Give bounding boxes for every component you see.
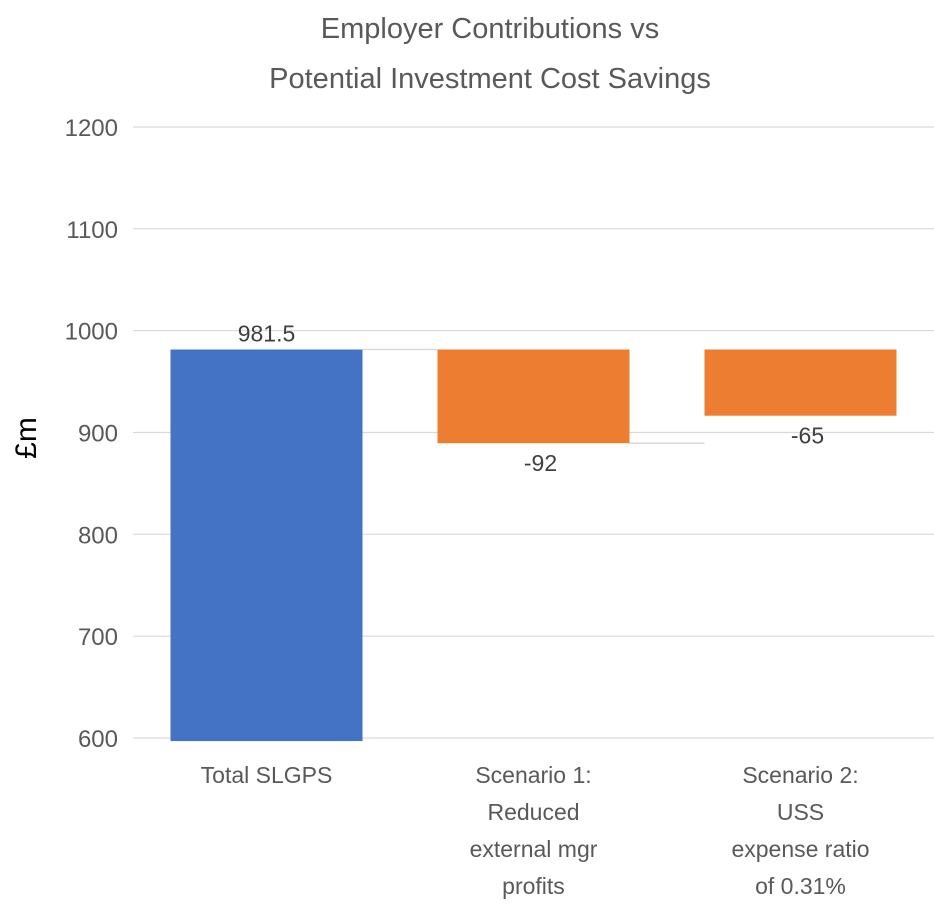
x-category-line: profits (502, 873, 565, 899)
x-category-line: Scenario 1: (475, 762, 591, 788)
data-labels: 981.5 -92 -65 (238, 321, 824, 477)
y-tick-label: 1200 (65, 115, 118, 142)
chart-title-line: Potential Investment Cost Savings (269, 63, 711, 95)
data-label: -92 (524, 450, 557, 476)
x-category-line: expense ratio (731, 836, 869, 862)
data-label: 981.5 (238, 321, 296, 347)
bars (170, 348, 897, 742)
x-category-line: Reduced (487, 799, 579, 825)
x-category-line: of 0.31% (755, 873, 846, 899)
y-tick-label: 700 (78, 624, 118, 651)
x-category-label: Total SLGPS (201, 762, 333, 788)
x-category-label: Scenario 1: Reduced external mgr profits (470, 762, 598, 899)
y-tick-label: 800 (78, 522, 118, 549)
bar (704, 349, 897, 416)
y-axis-label: £m (10, 417, 43, 459)
x-category-line: Scenario 2: (742, 762, 858, 788)
bar (437, 349, 630, 444)
y-tick-label: 900 (78, 421, 118, 448)
x-category-line: Total SLGPS (201, 762, 333, 788)
x-category-line: external mgr (470, 836, 598, 862)
y-tick-label: 600 (78, 726, 118, 753)
data-label: -65 (791, 423, 824, 449)
y-tick-label: 1100 (66, 217, 118, 244)
bar (170, 349, 363, 742)
x-axis-categories: Total SLGPS Scenario 1: Reduced external mg… (201, 762, 870, 899)
y-axis-ticks: 600 700 800 900 1000 1100 1200 (65, 115, 118, 753)
x-category-line: USS (777, 799, 824, 825)
y-tick-label: 1000 (65, 319, 118, 346)
chart-title: Employer Contributions vs Potential Inves… (269, 13, 711, 95)
chart-title-line: Employer Contributions vs (321, 13, 659, 45)
x-category-label: Scenario 2: USS expense ratio of 0.31% (731, 762, 869, 899)
